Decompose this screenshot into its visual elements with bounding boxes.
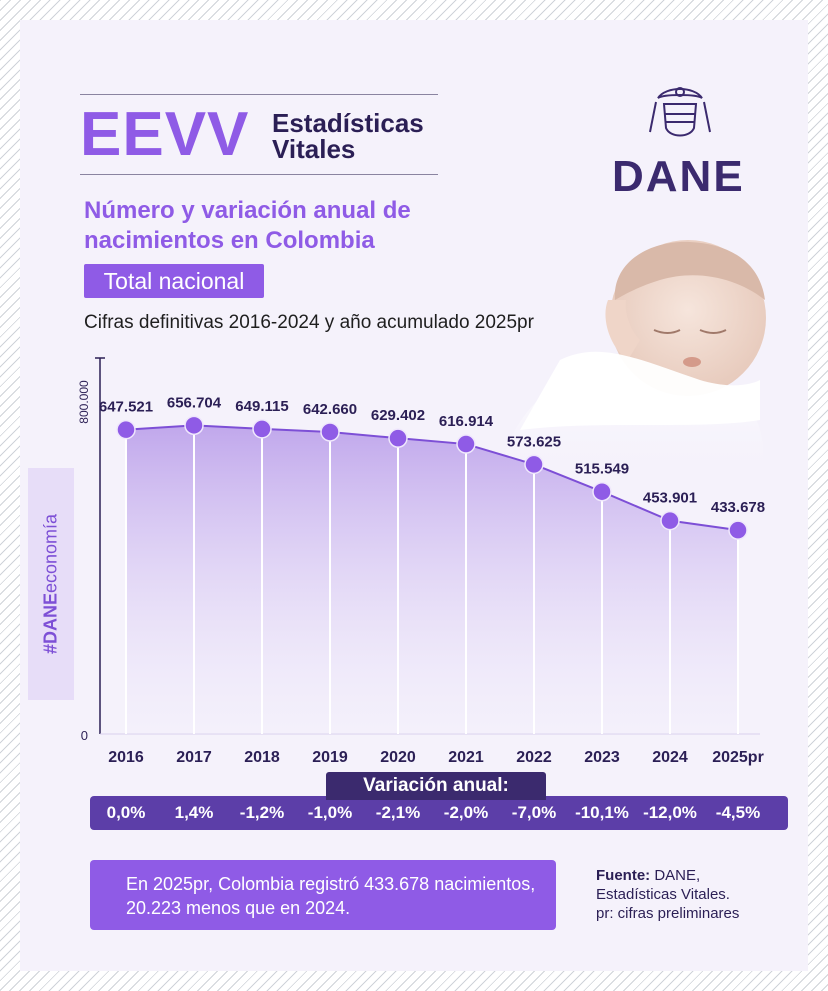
x-tick-label: 2020 <box>380 749 416 766</box>
variation-value: -4,5% <box>715 803 761 822</box>
data-point <box>592 481 612 502</box>
x-tick-label: 2022 <box>516 749 552 766</box>
data-label: 649.115 <box>235 398 288 415</box>
variation-value: -7,0% <box>511 803 557 822</box>
data-point <box>660 510 680 531</box>
x-tick-label: 2025pr <box>712 749 764 766</box>
variation-title: Variación anual: <box>326 772 546 800</box>
x-tick-label: 2017 <box>176 749 212 766</box>
header-bottom-rule <box>80 174 438 175</box>
data-point <box>116 419 136 440</box>
data-point <box>524 454 544 475</box>
y-tick-label: 0 <box>81 728 88 743</box>
data-point <box>184 415 204 436</box>
x-tick-label: 2023 <box>584 749 620 766</box>
data-point <box>456 434 476 454</box>
title-line2: nacimientos en Colombia <box>84 227 375 254</box>
title-line1: Número y variación anual de <box>84 197 411 224</box>
source-label: Fuente: <box>596 867 651 884</box>
data-point <box>320 422 340 442</box>
variation-value: 1,4% <box>174 803 214 822</box>
data-label: 647.521 <box>99 399 153 416</box>
variation-value: -1,2% <box>239 803 285 822</box>
total-nacional-badge: Total nacional <box>84 264 264 298</box>
variation-value: -10,1% <box>575 803 629 822</box>
variation-bar: 0,0% 1,4% -1,2% -1,0% -2,1% -2,0% -7,0% -10,1% -… <box>90 796 788 830</box>
source-text2: Estadísticas Vitales. <box>596 886 730 903</box>
area-fill <box>126 425 738 734</box>
eevv-logo-subtitle: Estadísticas Vitales <box>272 110 424 162</box>
variation-value: 0,0% <box>106 803 146 822</box>
data-label: 656.704 <box>167 394 222 411</box>
hashtag-tag: #DANEeconomía <box>28 468 74 700</box>
source-note: Fuente: DANE, Estadísticas Vitales. pr: … <box>596 866 739 923</box>
data-label: 629.402 <box>371 407 425 424</box>
eevv-subtitle-line2: Vitales <box>272 134 356 164</box>
dane-logo: DANE <box>612 152 745 201</box>
summary-box: En 2025pr, Colombia registró 433.678 nac… <box>90 860 556 930</box>
x-tick-label: 2021 <box>448 749 484 766</box>
data-point <box>388 428 408 448</box>
source-text3: pr: cifras preliminares <box>596 905 740 922</box>
data-point <box>728 520 748 540</box>
data-label: 573.625 <box>507 433 561 450</box>
variation-value: -1,0% <box>307 803 353 822</box>
source-text1: DANE, <box>654 867 701 884</box>
variation-value: -12,0% <box>643 803 697 822</box>
data-point <box>252 419 272 439</box>
series-line <box>125 424 739 532</box>
eevv-subtitle-line1: Estadísticas <box>272 108 424 138</box>
x-tick-label: 2019 <box>312 749 348 766</box>
header-top-rule <box>80 94 438 95</box>
y-tick-label: 800.000 <box>77 380 91 424</box>
data-label: 433.678 <box>711 499 765 516</box>
data-label: 616.914 <box>439 413 494 430</box>
x-tick-label: 2016 <box>108 749 144 766</box>
chart-subtitle: Cifras definitivas 2016-2024 y año acumu… <box>84 312 534 333</box>
chart-title: Número y variación anual de nacimientos … <box>84 196 411 256</box>
eevv-logo: EEVV <box>80 100 250 169</box>
x-tick-label: 2024 <box>652 749 688 766</box>
variation-value: -2,0% <box>443 803 489 822</box>
data-label: 453.901 <box>643 490 697 507</box>
data-label: 642.660 <box>303 401 357 418</box>
variation-value: -2,1% <box>375 803 421 822</box>
x-tick-label: 2018 <box>244 749 280 766</box>
summary-text: En 2025pr, Colombia registró 433.678 nac… <box>126 874 536 918</box>
data-label: 515.549 <box>575 461 629 478</box>
